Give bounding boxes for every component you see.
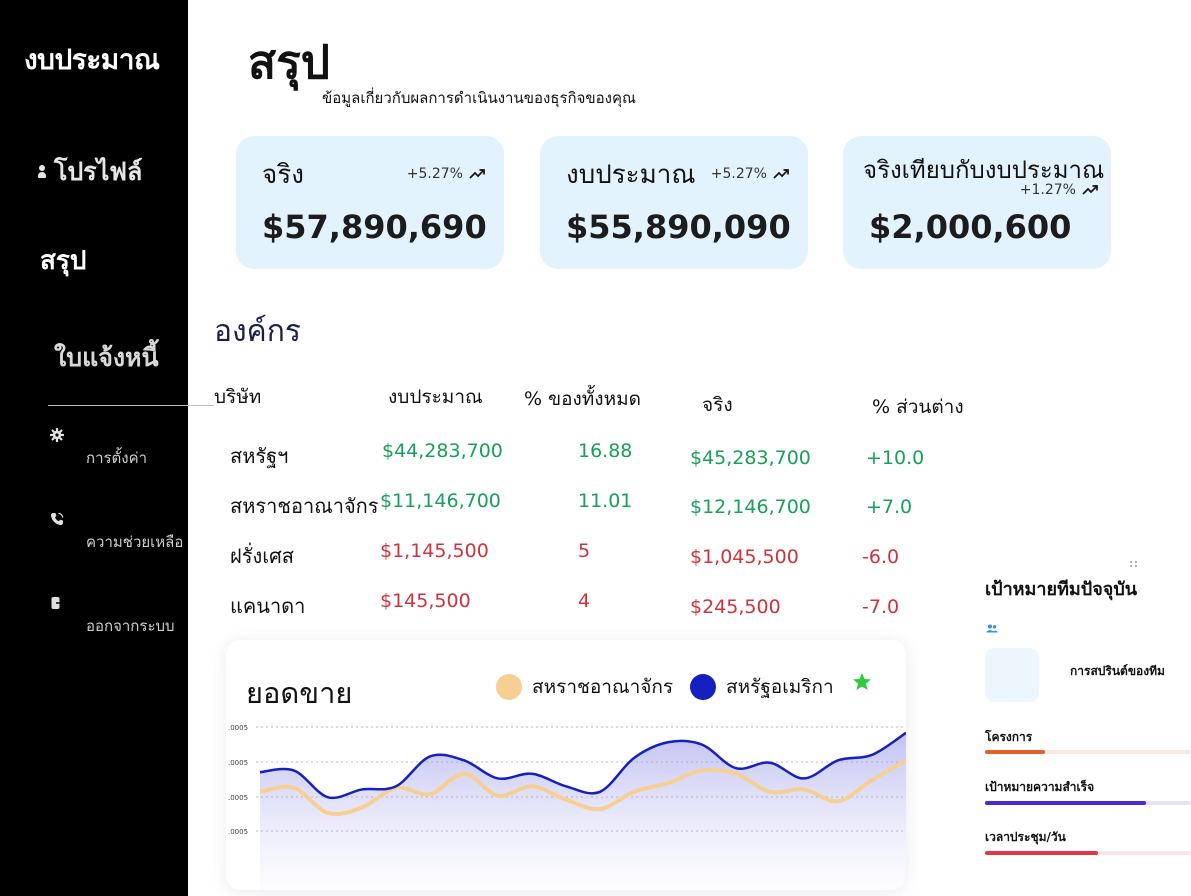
nav-item-logout-label: ออกจากระบบ [86,617,175,635]
table-cell-share: 5 [578,540,591,562]
goal-progress-track [985,851,1191,855]
table-cell-budget: $44,283,700 [382,440,503,462]
kpi-card-change: +5.27% [407,166,486,182]
kpi-card-label: จริง [262,160,304,190]
kpi-card-value: $2,000,600 [869,208,1072,246]
goal-progress-fill [985,851,1099,855]
kpi-card-value: $57,890,690 [262,208,487,246]
trend-up-icon [469,169,485,179]
goal-progress-fill [985,801,1146,805]
table-cell-company: แคนาดา [230,594,306,618]
user-icon [38,164,46,180]
kpi-card-variance[interactable]: จริงเทียบกับงบประมาณ +1.27% $2,000,600 [843,136,1111,269]
team-sprint-label: การสปรินต์ของทีม [1070,664,1165,678]
sidebar-divider [48,405,214,406]
y-tick-label: .0005 [228,759,248,767]
page-subtitle: ข้อมูลเกี่ยวกับผลการดำเนินงานของธุรกิจขอ… [322,89,636,107]
team-icon [986,624,998,633]
goal-progress-track [985,750,1191,754]
table-cell-share: 16.88 [578,440,633,462]
sidebar: งบประมาณ โปรไฟล์ สรุป ใบแจ้งหนี้ การตั้ง… [0,0,188,896]
sales-chart-card: ยอดขาย สหราชอาณาจักร สหรัฐอเมริกา .0005.… [226,640,906,890]
y-tick-label: .0005 [228,724,248,732]
table-cell-actual: $12,146,700 [690,496,811,518]
table-cell-budget: $1,145,500 [380,540,489,562]
sales-line-chart: .0005 .0005 .0005 .0005 [228,724,906,890]
table-cell-company: สหรัฐฯ [230,444,289,468]
legend-label-uk: สหราชอาณาจักร [532,676,674,698]
goal-metric-label: เวลาประชุม/วัน [985,830,1066,844]
trend-up-icon [773,169,789,179]
nav-item-invoice[interactable]: ใบแจ้งหนี้ [54,343,159,372]
page-title: สรุป [248,35,330,89]
kpi-card-change: +1.27% [1020,182,1099,198]
series-line-uk [259,758,906,817]
kpi-card-change: +5.27% [711,166,790,182]
legend-item-us[interactable]: สหรัฐอเมริกา [690,672,834,702]
column-header-diff: % ส่วนต่าง [872,396,964,418]
goal-progress-track [985,801,1191,805]
y-tick-label: .0005 [228,828,248,836]
table-cell-diff: +10.0 [866,447,925,469]
kpi-change-value: +5.27% [710,166,767,182]
nav-item-help-label: ความช่วยเหลือ [86,533,184,551]
goal-progress-fill [985,750,1045,754]
y-tick-label: .0005 [228,794,248,802]
goal-metric-label: เป้าหมายความสำเร็จ [985,780,1095,794]
table-cell-diff: -6.0 [862,546,900,568]
logout-icon [51,597,64,609]
table-cell-company: ฝรั่งเศส [230,544,294,568]
column-header-actual: จริง [702,394,733,416]
trend-up-icon [1082,185,1098,195]
team-sprint-tile[interactable] [985,648,1039,702]
column-header-budget: งบประมาณ [388,386,483,408]
table-cell-share: 4 [578,590,591,612]
column-header-share: % ของทั้งหมด [524,388,641,410]
kpi-card-value: $55,890,090 [566,208,791,246]
nav-item-profile-label: โปรไฟล์ [54,157,143,186]
nav-item-settings-label: การตั้งค่า [86,449,148,467]
kpi-card-actual[interactable]: จริง +5.27% $57,890,690 [236,136,504,269]
goal-metric-label: โครงการ [985,730,1033,744]
phone-icon [51,512,64,525]
org-section-title: องค์กร [214,314,302,349]
column-header-company: บริษัท [214,386,262,408]
table-cell-share: 11.01 [578,490,633,512]
legend-label-us: สหรัฐอเมริกา [726,676,834,698]
legend-swatch-us [690,674,716,700]
table-cell-actual: $1,045,500 [690,546,799,568]
table-cell-actual: $245,500 [690,596,781,618]
kpi-change-value: +1.27% [1019,182,1076,198]
table-cell-actual: $45,283,700 [690,447,811,469]
table-cell-company: สหราชอาณาจักร [230,494,379,518]
sales-chart-title: ยอดขาย [246,676,353,710]
kpi-card-label: จริงเทียบกับงบประมาณ [863,156,1105,184]
table-cell-diff: -7.0 [862,596,900,618]
kpi-card-budget[interactable]: งบประมาณ +5.27% $55,890,090 [540,136,808,269]
table-cell-budget: $145,500 [380,590,471,612]
nav-item-summary[interactable]: สรุป [40,246,87,276]
legend-item-uk[interactable]: สหราชอาณาจักร [496,672,673,702]
app-brand: งบประมาณ [24,43,160,76]
more-dots-icon[interactable] [1129,560,1139,568]
table-cell-diff: +7.0 [866,496,913,518]
team-goals-title: เป้าหมายทีมปัจจุบัน [985,579,1138,600]
series-area-us [260,732,906,890]
table-cell-budget: $11,146,700 [380,490,501,512]
nav-item-profile[interactable]: โปรไฟล์ [38,152,142,192]
kpi-card-label: งบประมาณ [566,160,696,190]
star-icon[interactable] [852,672,872,692]
legend-swatch-uk [496,674,522,700]
kpi-change-value: +5.27% [406,166,463,182]
gear-icon [50,428,64,442]
series-line-us [259,731,906,800]
